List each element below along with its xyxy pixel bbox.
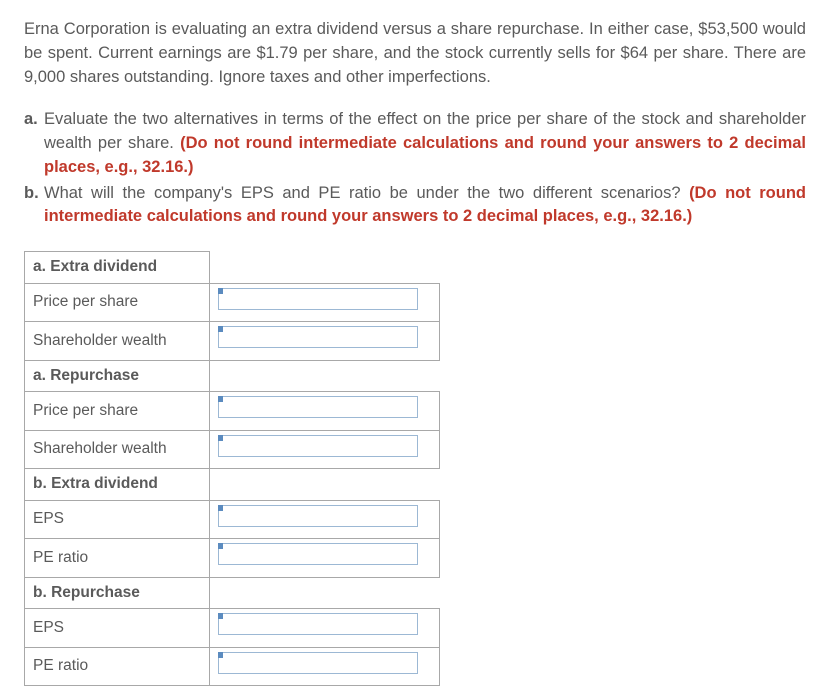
input-extradiv-eps[interactable] <box>218 505 418 527</box>
input-extradiv-wealth[interactable] <box>218 326 418 348</box>
input-extradiv-pe[interactable] <box>218 543 418 565</box>
section-header: a. Repurchase <box>25 360 210 391</box>
section-header: a. Extra dividend <box>25 252 210 283</box>
problem-intro: Erna Corporation is evaluating an extra … <box>24 18 806 90</box>
bullet-b: b. <box>24 182 44 230</box>
row-label: PE ratio <box>25 647 210 685</box>
section-header: b. Repurchase <box>25 577 210 608</box>
input-repurch-wealth[interactable] <box>218 435 418 457</box>
question-b-text: What will the company's EPS and PE ratio… <box>44 184 689 202</box>
answer-table: a. Extra dividend Price per share Shareh… <box>24 251 440 686</box>
row-label: Shareholder wealth <box>25 322 210 360</box>
row-label: Shareholder wealth <box>25 430 210 468</box>
row-label: Price per share <box>25 283 210 321</box>
input-repurch-eps[interactable] <box>218 613 418 635</box>
question-list: a. Evaluate the two alternatives in term… <box>24 108 806 230</box>
bullet-a: a. <box>24 108 44 180</box>
input-repurch-price[interactable] <box>218 396 418 418</box>
row-label: EPS <box>25 500 210 538</box>
question-a: a. Evaluate the two alternatives in term… <box>24 108 806 180</box>
question-b: b. What will the company's EPS and PE ra… <box>24 182 806 230</box>
section-header: b. Extra dividend <box>25 469 210 500</box>
input-extradiv-price[interactable] <box>218 288 418 310</box>
input-repurch-pe[interactable] <box>218 652 418 674</box>
row-label: Price per share <box>25 392 210 430</box>
row-label: PE ratio <box>25 539 210 577</box>
row-label: EPS <box>25 609 210 647</box>
